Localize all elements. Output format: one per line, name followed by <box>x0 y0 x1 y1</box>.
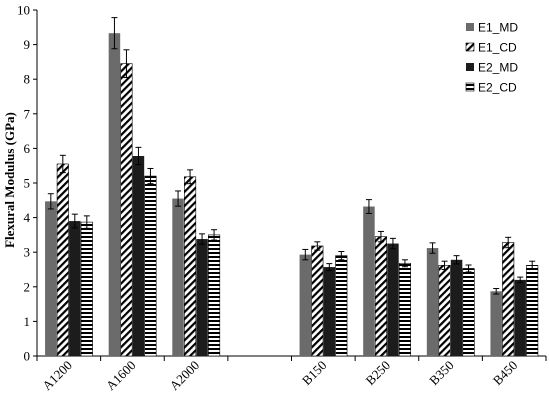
legend-label-e2-md: E2_MD <box>478 61 518 75</box>
bar-e1-md-a1600 <box>108 33 121 356</box>
bar-e1-cd-a2000 <box>184 176 197 357</box>
bar-e2-cd-b150 <box>335 255 348 357</box>
bar-e2-md-b250 <box>387 243 399 356</box>
bar-e1-cd-b350 <box>438 265 451 357</box>
bar-e1-cd-a1200 <box>56 163 69 357</box>
bar-e2-md-b350 <box>450 259 463 356</box>
y-tick-label: 6 <box>24 141 31 156</box>
bar-e1-md-b350 <box>426 248 439 356</box>
y-tick-label: 3 <box>24 245 31 260</box>
legend-swatch-e2-md <box>466 63 474 71</box>
y-tick-label: 4 <box>24 210 31 225</box>
y-tick-label: 10 <box>17 3 30 18</box>
bar-e2-cd-a1200 <box>80 221 93 357</box>
x-tick-label-b350: B350 <box>426 358 457 389</box>
legend: E1_MD E1_CD E2_MD E2_CD <box>465 21 518 95</box>
y-tick-label: 2 <box>24 279 31 294</box>
y-axis-title: Flexural Modulus (GPa) <box>2 112 17 248</box>
legend-swatch-e2-cd <box>465 82 475 92</box>
bar-e2-cd-a2000 <box>208 234 221 357</box>
bar-e2-cd-b350 <box>462 268 475 357</box>
legend-swatch-e1-md <box>466 23 474 31</box>
x-tick-label-a1600: A1600 <box>103 358 139 394</box>
bar-e1-cd-b450 <box>502 242 515 357</box>
y-tick-label: 5 <box>24 176 31 191</box>
y-tick-label: 8 <box>24 72 31 87</box>
y-tick-label: 0 <box>24 349 31 364</box>
legend-label-e1-md: E1_MD <box>478 21 518 35</box>
bar-e2-md-b450 <box>514 279 526 356</box>
bars-layer <box>45 17 539 357</box>
bar-e1-md-b150 <box>299 254 312 356</box>
labels-layer: 0 1 2 3 4 5 6 7 8 9 10 Flexural Modulus (GPa) A1200 A… <box>2 3 520 394</box>
bar-e2-cd-a1600 <box>144 175 157 357</box>
x-tick-label-b450: B450 <box>490 358 521 389</box>
legend-label-e1-cd: E1_CD <box>478 41 517 55</box>
bar-e1-cd-b250 <box>374 236 387 357</box>
bar-e1-md-a2000 <box>172 198 184 356</box>
y-tick-label: 1 <box>24 314 31 329</box>
bar-e2-cd-b450 <box>526 265 539 357</box>
bar-e2-cd-b250 <box>398 262 411 357</box>
x-tick-label-b150: B150 <box>299 358 330 389</box>
bar-e2-md-a1600 <box>132 156 145 356</box>
x-tick-label-b250: B250 <box>363 358 394 389</box>
legend-swatch-e1-cd <box>465 42 475 52</box>
bar-e1-cd-b150 <box>311 245 324 357</box>
x-tick-label-a2000: A2000 <box>167 358 203 394</box>
x-tick-label-a1200: A1200 <box>39 358 75 394</box>
y-tick-label: 9 <box>24 37 31 52</box>
bar-e1-md-b450 <box>490 291 502 356</box>
bar-e2-md-a2000 <box>196 239 208 356</box>
bar-e2-md-a1200 <box>69 221 81 356</box>
legend-label-e2-cd: E2_CD <box>478 81 517 95</box>
bar-e1-cd-a1600 <box>120 63 133 357</box>
bar-e2-md-b150 <box>323 267 336 356</box>
y-tick-label: 7 <box>24 106 31 121</box>
bar-e1-md-b250 <box>363 206 375 356</box>
bar-e1-md-a1200 <box>45 201 57 356</box>
